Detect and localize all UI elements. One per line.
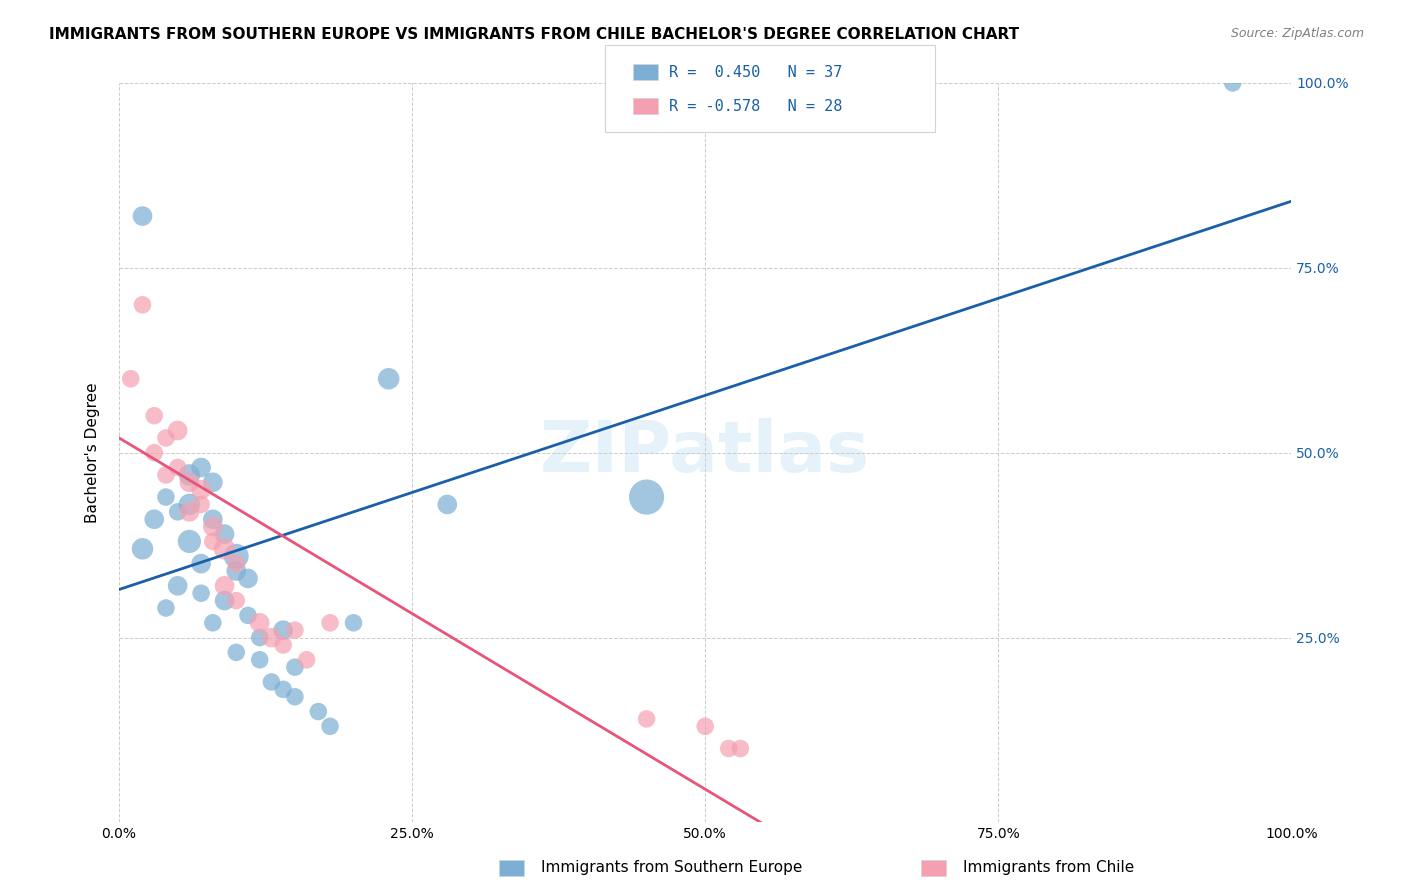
Point bbox=[284, 623, 307, 637]
Point bbox=[131, 541, 153, 556]
Point bbox=[249, 653, 271, 667]
Point bbox=[236, 608, 259, 623]
Point bbox=[284, 690, 307, 704]
Point bbox=[155, 490, 177, 504]
Point bbox=[166, 424, 188, 438]
Point bbox=[155, 467, 177, 482]
Point bbox=[166, 505, 188, 519]
Point bbox=[436, 498, 458, 512]
Point bbox=[249, 615, 271, 630]
Point bbox=[271, 638, 294, 652]
Text: Source: ZipAtlas.com: Source: ZipAtlas.com bbox=[1230, 27, 1364, 40]
Point bbox=[730, 741, 752, 756]
Point bbox=[225, 549, 247, 564]
Point bbox=[225, 645, 247, 659]
Point bbox=[201, 512, 224, 526]
Point bbox=[319, 719, 342, 733]
Point bbox=[190, 498, 212, 512]
Point bbox=[190, 483, 212, 497]
Point bbox=[190, 460, 212, 475]
Point bbox=[179, 475, 201, 490]
Point bbox=[201, 475, 224, 490]
Point bbox=[155, 601, 177, 615]
Point bbox=[271, 623, 294, 637]
Point bbox=[225, 557, 247, 571]
Point bbox=[131, 209, 153, 223]
Point bbox=[636, 490, 658, 504]
Point bbox=[249, 631, 271, 645]
Point bbox=[342, 615, 364, 630]
Text: IMMIGRANTS FROM SOUTHERN EUROPE VS IMMIGRANTS FROM CHILE BACHELOR'S DEGREE CORRE: IMMIGRANTS FROM SOUTHERN EUROPE VS IMMIG… bbox=[49, 27, 1019, 42]
Point bbox=[131, 298, 153, 312]
Point bbox=[179, 505, 201, 519]
Text: Immigrants from Chile: Immigrants from Chile bbox=[963, 861, 1135, 875]
Y-axis label: Bachelor's Degree: Bachelor's Degree bbox=[86, 383, 100, 523]
Text: R = -0.578   N = 28: R = -0.578 N = 28 bbox=[669, 99, 842, 113]
Point bbox=[284, 660, 307, 674]
Point bbox=[295, 653, 318, 667]
Point bbox=[319, 615, 342, 630]
Text: ZIPatlas: ZIPatlas bbox=[540, 418, 870, 487]
Point bbox=[201, 534, 224, 549]
Point bbox=[636, 712, 658, 726]
Point bbox=[260, 675, 283, 690]
Point bbox=[179, 498, 201, 512]
Point bbox=[260, 631, 283, 645]
Point bbox=[166, 460, 188, 475]
Text: Immigrants from Southern Europe: Immigrants from Southern Europe bbox=[541, 861, 803, 875]
Point bbox=[190, 557, 212, 571]
Point bbox=[717, 741, 740, 756]
Point bbox=[214, 541, 236, 556]
Point bbox=[225, 564, 247, 578]
Point bbox=[179, 534, 201, 549]
Point bbox=[1222, 76, 1244, 90]
Point bbox=[307, 705, 329, 719]
Point bbox=[214, 579, 236, 593]
Point bbox=[377, 372, 399, 386]
Point bbox=[155, 431, 177, 445]
Point bbox=[236, 571, 259, 585]
Point bbox=[143, 409, 166, 423]
Point bbox=[120, 372, 142, 386]
Text: R =  0.450   N = 37: R = 0.450 N = 37 bbox=[669, 65, 842, 79]
Point bbox=[201, 519, 224, 533]
Point bbox=[143, 512, 166, 526]
Point bbox=[201, 615, 224, 630]
Point bbox=[190, 586, 212, 600]
Point bbox=[166, 579, 188, 593]
Point bbox=[214, 527, 236, 541]
Point bbox=[179, 467, 201, 482]
Point bbox=[225, 593, 247, 607]
Point bbox=[143, 446, 166, 460]
Point bbox=[271, 682, 294, 697]
Point bbox=[214, 593, 236, 607]
Point bbox=[695, 719, 717, 733]
